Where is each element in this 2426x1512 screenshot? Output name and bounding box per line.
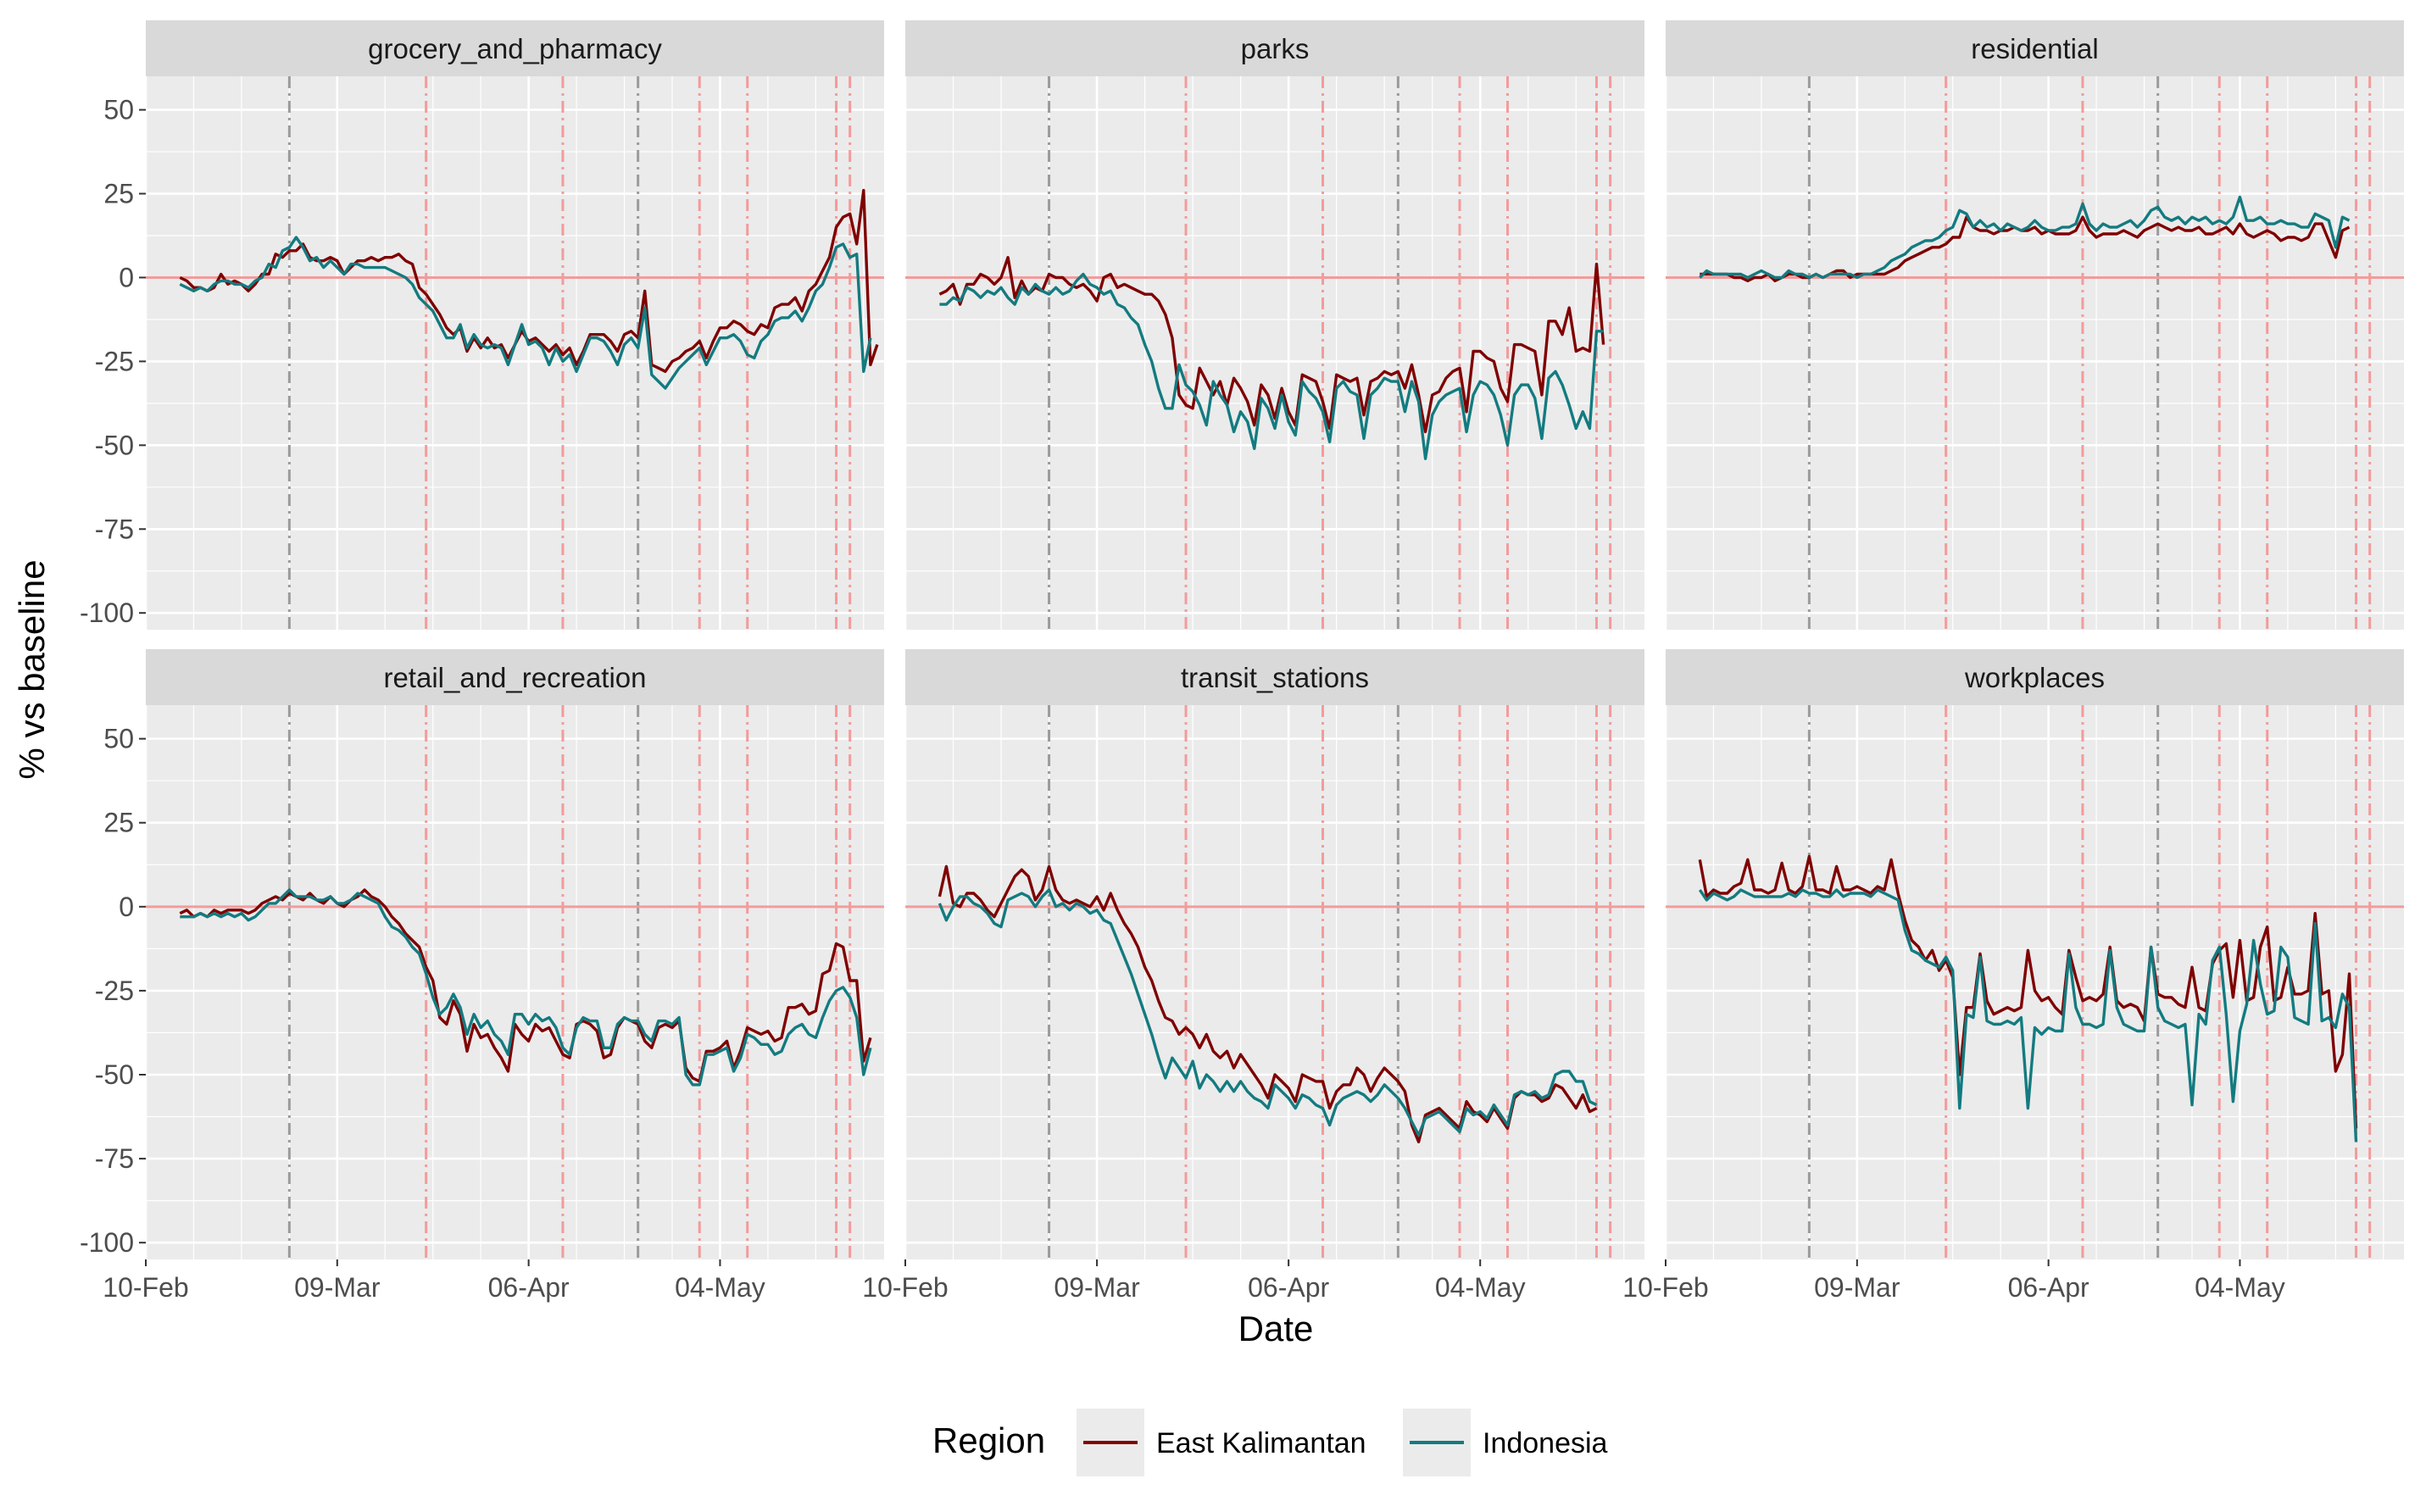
x-tick-label: 09-Mar <box>294 1272 381 1303</box>
strip-retail_and_recreation <box>146 649 884 705</box>
series-line-indonesia <box>938 888 1598 1137</box>
panel-grocery_and_pharmacy: grocery_and_pharmacy <box>144 20 884 630</box>
strip-label: residential <box>1971 33 2098 64</box>
y-tick-label: -25 <box>95 976 134 1006</box>
strip-label: parks <box>1241 33 1310 64</box>
panel-background <box>1666 76 2404 630</box>
panel-background <box>146 76 884 630</box>
axes: 50 25 0 -25 -50 -75 -100 50 25 0 -25 -50 -75 -100 10-F… <box>80 95 2285 1303</box>
series-line-east-kalimantan <box>938 256 1605 434</box>
panel-workplaces: workplaces <box>1664 649 2404 1259</box>
legend-label-indonesia: Indonesia <box>1483 1427 1608 1459</box>
panel-background <box>905 705 1644 1259</box>
legend-label-east-kalimantan: East Kalimantan <box>1156 1427 1366 1459</box>
y-tick-label: -100 <box>80 1227 134 1258</box>
y-tick-label: 50 <box>103 95 134 125</box>
strip-transit_stations <box>905 649 1644 705</box>
x-tick-label: 06-Apr <box>1248 1272 1329 1303</box>
strip-label: retail_and_recreation <box>383 662 646 693</box>
panel-retail_and_recreation: retail_and_recreation <box>144 649 884 1259</box>
x-tick-label: 06-Apr <box>2008 1272 2089 1303</box>
series-line-east-kalimantan <box>938 864 1598 1144</box>
strip-workplaces <box>1666 649 2404 705</box>
y-tick-label: 0 <box>119 892 134 922</box>
series-line-indonesia <box>1699 195 2351 280</box>
strip-label: transit_stations <box>1181 662 1369 693</box>
y-tick-label: 50 <box>103 724 134 754</box>
x-axis-title: Date <box>1238 1309 1314 1348</box>
x-tick-label: 10-Feb <box>103 1272 188 1303</box>
y-tick-label: 0 <box>119 262 134 292</box>
panels: grocery_and_pharmacy parks residential reta… <box>144 20 2404 1259</box>
legend: Region East Kalimantan Indonesia <box>932 1409 1608 1476</box>
x-tick-label: 04-May <box>675 1272 765 1303</box>
x-tick-label: 09-Mar <box>1814 1272 1900 1303</box>
y-tick-label: -75 <box>95 514 134 544</box>
y-tick-label: 25 <box>103 808 134 838</box>
y-tick-label: 25 <box>103 179 134 209</box>
x-tick-label: 04-May <box>1435 1272 1526 1303</box>
series-line-indonesia <box>179 236 872 390</box>
legend-title: Region <box>932 1420 1045 1460</box>
panel-parks: parks <box>904 20 1644 630</box>
strip-residential <box>1666 20 2404 76</box>
y-axis-title: % vs baseline <box>12 559 52 779</box>
strip-grocery_and_pharmacy <box>146 20 884 76</box>
x-tick-label: 10-Feb <box>862 1272 948 1303</box>
strip-parks <box>905 20 1644 76</box>
y-tick-label: -50 <box>95 430 134 460</box>
series-line-indonesia <box>1698 888 2358 1142</box>
series-line-indonesia <box>939 272 1604 460</box>
panel-background <box>146 705 884 1259</box>
x-tick-label: 06-Apr <box>488 1272 570 1303</box>
panel-residential: residential <box>1664 20 2404 630</box>
strip-label: workplaces <box>1964 662 2105 693</box>
series-line-indonesia <box>180 888 872 1087</box>
strip-label: grocery_and_pharmacy <box>368 33 662 64</box>
panel-transit_stations: transit_stations <box>904 649 1644 1259</box>
y-tick-label: -75 <box>95 1143 134 1174</box>
x-tick-label: 09-Mar <box>1054 1272 1140 1303</box>
x-tick-label: 10-Feb <box>1622 1272 1708 1303</box>
y-tick-label: -50 <box>95 1059 134 1090</box>
x-tick-label: 04-May <box>2195 1272 2285 1303</box>
panel-background <box>905 76 1644 630</box>
y-tick-label: -25 <box>95 346 134 376</box>
y-tick-label: -100 <box>80 598 134 628</box>
